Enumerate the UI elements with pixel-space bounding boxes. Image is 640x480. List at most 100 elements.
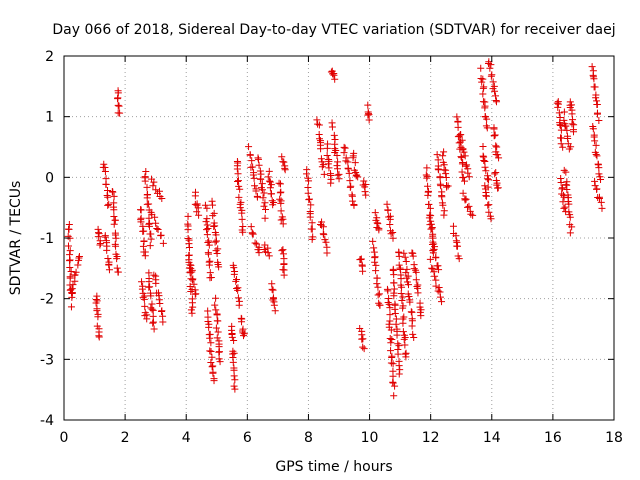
data-point (349, 154, 357, 162)
data-point (423, 174, 431, 182)
data-point (597, 176, 605, 184)
data-point (210, 209, 218, 217)
plot-frame (63, 55, 615, 421)
data-point (194, 204, 202, 212)
data-point (435, 266, 443, 274)
data-point (357, 255, 365, 263)
data-point (277, 188, 285, 196)
data-point (66, 257, 74, 265)
data-point (362, 181, 370, 189)
data-point (435, 283, 443, 291)
data-point (184, 235, 192, 243)
data-point (209, 362, 217, 370)
data-point (395, 342, 403, 350)
data-point (494, 151, 502, 159)
data-point (187, 264, 195, 272)
data-point (201, 201, 209, 209)
data-point (458, 160, 466, 168)
data-point (115, 102, 123, 110)
data-point (432, 254, 440, 262)
data-point (391, 382, 399, 390)
data-point (371, 258, 379, 266)
data-point (334, 171, 342, 179)
data-point (362, 191, 370, 199)
data-point (254, 154, 262, 162)
data-point (417, 312, 425, 320)
data-point (389, 372, 397, 380)
data-point (137, 206, 145, 214)
data-point (150, 178, 158, 186)
data-point (152, 219, 160, 227)
data-point (308, 225, 316, 233)
data-points (64, 58, 606, 400)
data-point (143, 315, 151, 323)
data-point (188, 268, 196, 276)
data-point (203, 231, 211, 239)
data-point (331, 75, 339, 83)
data-point (308, 219, 316, 227)
data-point (483, 115, 491, 123)
data-point (215, 263, 223, 271)
data-point (412, 268, 420, 276)
data-point (147, 292, 155, 300)
data-point (323, 249, 331, 257)
data-point (238, 215, 246, 223)
x-tick-label: 12 (422, 430, 440, 446)
data-point (559, 143, 567, 151)
y-tick-label: 1 (45, 110, 54, 126)
data-point (384, 206, 392, 214)
data-point (265, 252, 273, 260)
data-point (397, 290, 405, 298)
data-point (593, 109, 601, 117)
data-point (391, 310, 399, 318)
data-point (434, 165, 442, 173)
data-point (393, 331, 401, 339)
data-point (493, 98, 501, 106)
data-point (591, 182, 599, 190)
data-point (493, 143, 501, 151)
y-tick-label: -2 (40, 292, 54, 308)
data-point (390, 285, 398, 293)
data-point (389, 378, 397, 386)
data-point (324, 160, 332, 168)
data-point (269, 286, 277, 294)
data-point (593, 101, 601, 109)
data-point (211, 222, 219, 230)
data-point (105, 200, 113, 208)
data-point (591, 177, 599, 185)
data-point (269, 201, 277, 209)
data-point (66, 247, 74, 255)
data-point (320, 170, 328, 178)
data-point (386, 311, 394, 319)
data-point (401, 253, 409, 261)
data-point (149, 306, 157, 314)
data-point (560, 166, 568, 174)
data-point (376, 301, 384, 309)
data-point (334, 165, 342, 173)
data-point (559, 184, 567, 192)
data-point (395, 261, 403, 269)
data-point (569, 126, 577, 134)
data-point (150, 325, 158, 333)
data-point (214, 317, 222, 325)
data-point (234, 170, 242, 178)
data-point (390, 271, 398, 279)
data-point (145, 283, 153, 291)
data-point (408, 322, 416, 330)
data-point (104, 201, 112, 209)
data-point (597, 198, 605, 206)
data-point (140, 295, 148, 303)
data-point (230, 372, 238, 380)
data-point (234, 178, 242, 186)
data-point (281, 166, 289, 174)
data-point (252, 187, 260, 195)
data-point (395, 370, 403, 378)
data-point (207, 347, 215, 355)
data-point (481, 102, 489, 110)
data-point (261, 214, 269, 222)
data-point (372, 267, 380, 275)
data-point (229, 358, 237, 366)
data-point (386, 334, 394, 342)
data-point (94, 233, 102, 241)
